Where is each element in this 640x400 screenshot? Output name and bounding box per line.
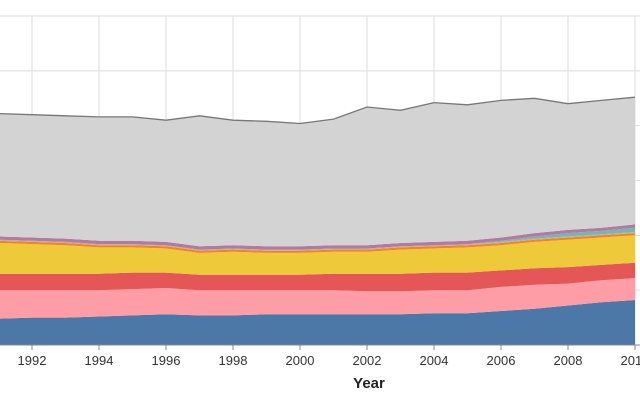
x-tick-label: 2002 (353, 353, 382, 368)
x-tick-label: 2008 (554, 353, 583, 368)
area-series-6 (0, 232, 635, 251)
x-tick-label: 1994 (85, 353, 114, 368)
x-tick-label: 2006 (487, 353, 516, 368)
area-series-3 (0, 262, 635, 292)
x-tick-label: 2000 (286, 353, 315, 368)
x-tick-label: 1998 (219, 353, 248, 368)
x-tick-label: 1996 (152, 353, 181, 368)
area-series-1 (0, 300, 635, 345)
x-axis-ticks: 1992 1994 1996 1998 2000 2002 2004 2006 2008 2010 (0, 344, 640, 368)
area-series-8 (0, 224, 635, 250)
area-series-5 (0, 233, 635, 253)
total-outline (0, 96, 636, 125)
x-tick-label: 2010 (621, 353, 640, 368)
x-tick-label: 1992 (18, 353, 47, 368)
area-series-2 (0, 278, 635, 319)
area-series (0, 96, 636, 345)
area-series-4 (0, 235, 635, 275)
area-series-9 (0, 97, 635, 247)
x-tick-label: 2004 (420, 353, 449, 368)
x-axis-title: Year (353, 375, 385, 392)
